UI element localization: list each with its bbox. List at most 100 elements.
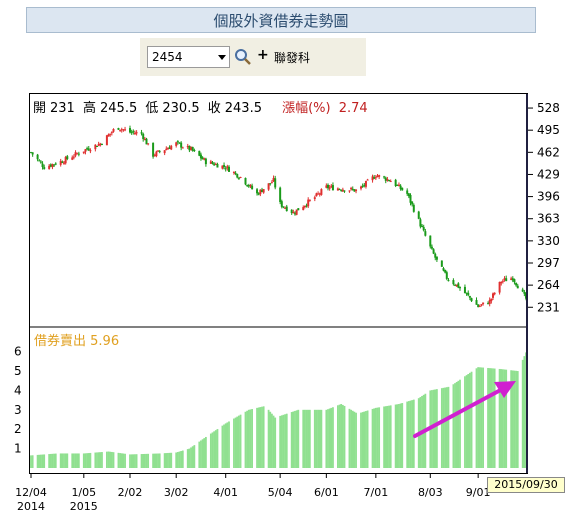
short-sell-bar <box>109 451 112 468</box>
short-sell-bar <box>135 454 138 468</box>
candle-down <box>36 154 39 160</box>
short-sell-bar <box>294 410 296 468</box>
short-sell-bar <box>178 451 181 468</box>
short-sell-bar <box>257 407 260 468</box>
short-sell-bar <box>302 409 305 468</box>
short-sell-bar <box>269 411 272 468</box>
short-sell-bar <box>140 454 143 468</box>
candle-up <box>397 184 400 187</box>
short-sell-bar <box>360 412 362 468</box>
short-sell-bar <box>284 414 286 468</box>
candle-down <box>363 184 366 186</box>
short-sell-bar <box>432 389 435 468</box>
short-sell-bar <box>142 453 145 468</box>
short-sell-tick-label: 4 <box>14 383 22 397</box>
candle-down <box>188 145 191 151</box>
candle-down <box>279 187 282 202</box>
candle-down <box>361 185 364 187</box>
candle-down <box>516 285 519 289</box>
add-stock-button[interactable]: + <box>257 47 269 63</box>
short-sell-bar <box>516 371 519 468</box>
candle-up <box>76 153 79 155</box>
candle-down <box>373 177 376 179</box>
candle-up <box>135 132 138 134</box>
candle-up <box>510 278 513 280</box>
candle-down <box>290 209 293 213</box>
candle-up <box>74 152 77 156</box>
date-tick-label: 8/03 <box>418 486 443 499</box>
short-sell-bar <box>297 409 300 468</box>
short-sell-bar <box>155 453 158 468</box>
candle-up <box>190 147 193 150</box>
short-sell-bar <box>327 409 329 468</box>
candle-up <box>226 166 229 169</box>
short-sell-bar <box>340 404 343 468</box>
search-icon[interactable] <box>234 48 252 66</box>
short-sell-bar <box>482 367 484 468</box>
candle-up <box>341 189 344 192</box>
short-sell-bar <box>389 405 392 468</box>
candle-down <box>140 132 143 134</box>
candle-up <box>500 281 503 284</box>
short-sell-bar <box>515 370 517 468</box>
short-sell-bar <box>503 369 506 468</box>
candle-up <box>364 180 367 187</box>
short-sell-bar <box>511 370 514 468</box>
change-value: 2.74 <box>338 101 368 116</box>
candle-down <box>100 144 103 146</box>
candle-up <box>181 147 184 149</box>
candle-up <box>153 155 156 157</box>
short-sell-bar <box>373 408 376 468</box>
short-sell-bar <box>328 408 331 468</box>
short-sell-bar <box>332 407 334 468</box>
candle-down <box>256 189 259 194</box>
short-sell-bar <box>165 453 168 468</box>
short-sell-tick-label: 3 <box>14 403 22 417</box>
candle-up <box>355 189 358 192</box>
chevron-down-icon[interactable] <box>218 55 226 60</box>
short-sell-bar <box>307 409 310 468</box>
candle-down <box>305 205 308 207</box>
date-tick-label: 4/01 <box>213 486 238 499</box>
short-sell-bar <box>249 409 252 468</box>
candle-up <box>330 185 333 187</box>
candle-up <box>267 183 270 190</box>
short-sell-bar <box>244 411 247 468</box>
candle-down <box>429 235 432 247</box>
short-sell-bar <box>436 389 438 468</box>
short-sell-bar <box>176 452 179 468</box>
short-sell-bar <box>152 453 154 468</box>
candle-down <box>467 292 470 296</box>
short-sell-bar <box>209 433 212 468</box>
short-sell-bar <box>341 404 344 468</box>
candle-up <box>97 144 100 146</box>
date-tick-label: 3/02 <box>164 486 189 499</box>
candle-down <box>158 151 161 153</box>
short-sell-bar <box>186 449 189 468</box>
short-sell-bar <box>145 453 148 468</box>
candle-down <box>454 284 457 286</box>
short-sell-bar <box>455 381 458 468</box>
short-sell-bar <box>106 451 108 468</box>
candle-down <box>237 178 240 180</box>
short-sell-bar <box>30 455 32 468</box>
price-tick-label: 297 <box>537 256 560 270</box>
candle-down <box>224 168 227 170</box>
candle-up <box>203 158 206 160</box>
candle-up <box>239 176 242 178</box>
short-sell-bar <box>459 379 461 468</box>
candle-down <box>38 160 41 162</box>
candle-down <box>401 187 404 191</box>
short-sell-bar <box>228 421 230 468</box>
candle-down <box>421 225 424 227</box>
date-year-label: 2015 <box>70 500 98 513</box>
candle-down <box>244 177 247 185</box>
candle-down <box>409 194 412 203</box>
candle-up <box>143 138 146 140</box>
short-sell-bar <box>350 409 352 468</box>
short-sell-bar <box>488 368 491 468</box>
candle-up <box>109 133 112 135</box>
candle-down <box>87 148 90 151</box>
candle-down <box>511 278 514 281</box>
stock-code-select[interactable]: 2454 <box>147 46 230 68</box>
